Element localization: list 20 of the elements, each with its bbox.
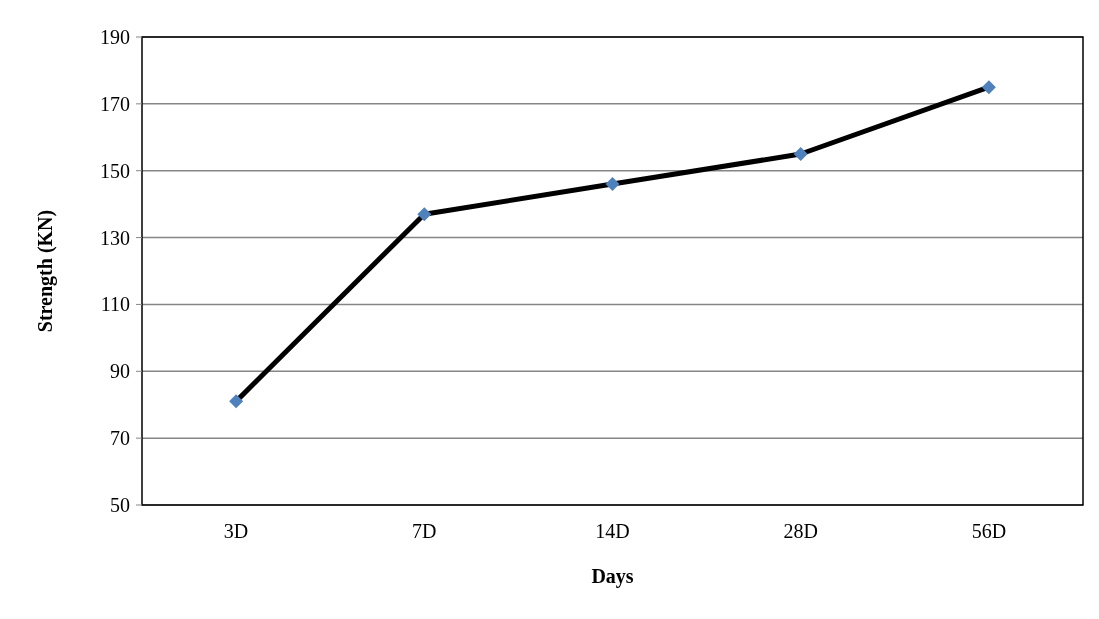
- y-tick-label: 130: [100, 226, 130, 249]
- y-tick-label: 70: [110, 427, 130, 450]
- x-tick-label: 3D: [223, 520, 249, 542]
- y-tick-label: 190: [100, 26, 130, 48]
- y-tick-label: 170: [100, 92, 130, 115]
- point: [793, 147, 808, 161]
- point: [981, 80, 996, 95]
- x-tick-label: 56D: [971, 520, 1007, 542]
- y-axis-title: Strength (KN): [34, 209, 57, 333]
- point: [229, 394, 244, 409]
- x-tick-label: 14D: [595, 520, 630, 542]
- x-tick-label: 7D: [412, 520, 437, 542]
- x-tick-label: 28D: [783, 520, 818, 542]
- y-tick-label: 90: [110, 360, 130, 383]
- point: [605, 177, 620, 192]
- y-tick-label: 50: [110, 494, 130, 516]
- point: [417, 207, 432, 222]
- y-tick-label: 150: [100, 159, 130, 182]
- x-axis-title: Days: [591, 565, 634, 588]
- y-tick-label: 110: [100, 293, 130, 316]
